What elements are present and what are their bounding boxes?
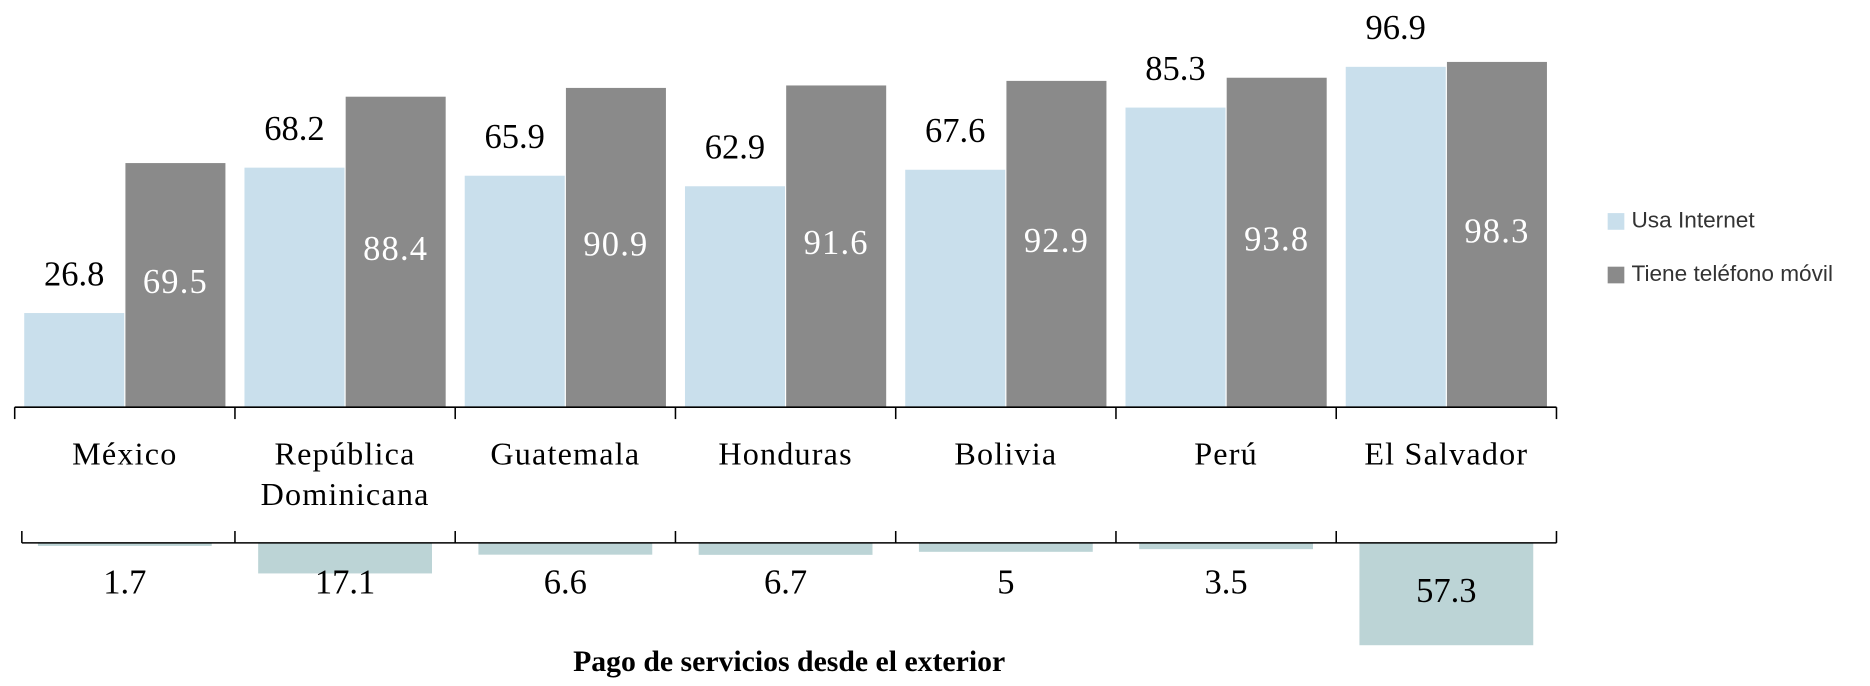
bar — [1446, 61, 1547, 408]
value-label: 1.7 — [103, 564, 146, 602]
bar — [905, 169, 1006, 408]
value-label: 69.5 — [143, 263, 208, 301]
value-label: 92.9 — [1024, 222, 1089, 260]
value-label: 6.6 — [544, 564, 587, 602]
value-label: 5 — [997, 564, 1014, 602]
value-label: 85.3 — [1145, 50, 1205, 88]
value-label: 3.5 — [1205, 564, 1248, 602]
bar — [918, 542, 1093, 552]
bar — [1139, 542, 1314, 550]
legend-swatch — [1607, 213, 1625, 230]
value-label: 88.4 — [363, 230, 428, 268]
bar — [244, 167, 345, 408]
legend-swatch — [1607, 266, 1625, 284]
legend-label: Tiene teléfono móvil — [1631, 261, 1833, 286]
bar — [565, 87, 666, 408]
category-slot: Honduras — [718, 435, 853, 472]
category-slot: Guatemala — [490, 435, 641, 472]
value-label: 90.9 — [583, 225, 648, 263]
bar — [464, 175, 565, 408]
category-slot: México — [72, 435, 178, 472]
bar — [786, 85, 887, 408]
x-tick-label: República Dominicana — [260, 435, 430, 512]
value-label: 62.9 — [705, 128, 765, 166]
bar — [258, 542, 432, 574]
bar — [37, 542, 212, 546]
value-label: 57.3 — [1416, 572, 1476, 610]
value-label: 17.1 — [315, 564, 375, 602]
value-label: 68.2 — [264, 110, 324, 148]
bar — [1226, 77, 1327, 408]
bar — [24, 313, 125, 408]
x-tick-label: Honduras — [718, 435, 853, 472]
bar — [1359, 542, 1534, 646]
value-label: 67.6 — [925, 112, 985, 150]
category-slot: Bolivia — [954, 435, 1058, 472]
bar — [684, 186, 785, 408]
bar — [345, 96, 446, 408]
value-label: 26.8 — [44, 255, 104, 293]
value-label: 96.9 — [1366, 9, 1426, 47]
bar — [478, 542, 653, 555]
x-tick-label: México — [72, 435, 178, 472]
bar — [1006, 80, 1107, 408]
value-label: 93.8 — [1244, 220, 1309, 258]
value-label: 91.6 — [804, 224, 869, 262]
value-label: 6.7 — [764, 564, 807, 602]
bar — [1125, 107, 1226, 408]
x-tick-label: El Salvador — [1364, 435, 1529, 472]
x-tick-label: Bolivia — [954, 435, 1058, 472]
bar — [1345, 66, 1446, 408]
bar — [125, 163, 226, 408]
category-slot: El Salvador — [1364, 435, 1529, 472]
x-tick-label: Perú — [1194, 435, 1258, 472]
category-slot: Perú — [1194, 435, 1258, 472]
chart-title: Pago de servicios desde el exterior — [573, 645, 1005, 678]
category-slot: República Dominicana — [260, 435, 430, 512]
bar — [698, 542, 873, 555]
x-tick-label: Guatemala — [490, 435, 641, 472]
value-label: 98.3 — [1464, 212, 1529, 250]
legend-label: Usa Internet — [1631, 207, 1755, 232]
value-label: 65.9 — [485, 118, 545, 156]
